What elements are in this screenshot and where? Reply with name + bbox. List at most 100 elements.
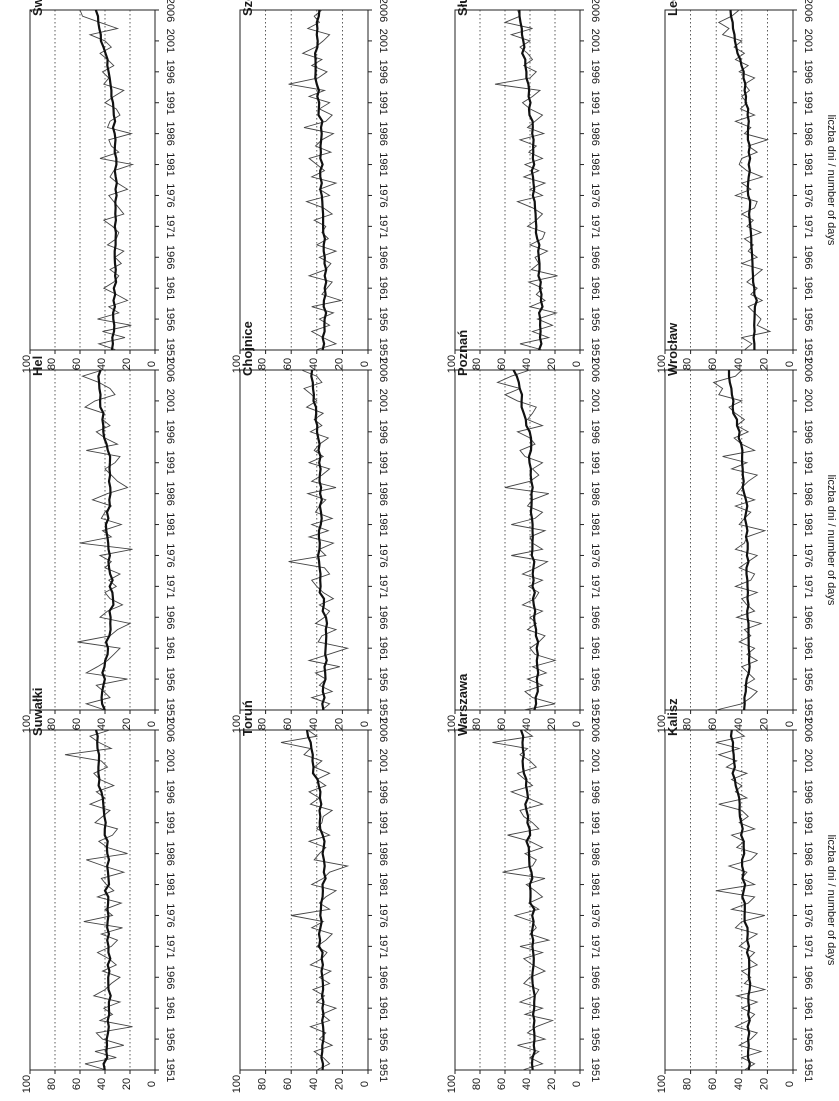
y-tick-label: 60: [496, 1078, 508, 1090]
x-tick-label: 1991: [377, 810, 389, 834]
plot-frame: [239, 369, 369, 711]
x-tick-label: 1976: [164, 183, 176, 207]
x-tick-label: 1961: [164, 636, 176, 660]
x-tick-label: 1961: [589, 996, 601, 1020]
x-tick-label: 1976: [802, 903, 814, 927]
station-label: Poznań: [455, 330, 470, 376]
x-tick-label: 1961: [802, 276, 814, 300]
x-tick-label: 1971: [377, 574, 389, 598]
x-tick-label: 1986: [164, 481, 176, 505]
x-tick-label: 1976: [802, 183, 814, 207]
x-tick-label: 1971: [802, 574, 814, 598]
y-tick-label: 80: [257, 718, 269, 730]
x-tick-label: 2006: [164, 358, 176, 382]
y-tick-label: 20: [546, 718, 558, 730]
x-tick-label: 1956: [164, 307, 176, 331]
y-axis-title: liczba dni / number of days: [825, 475, 837, 606]
x-tick-label: 1971: [589, 934, 601, 958]
y-tick-label: 100: [231, 355, 243, 373]
annual-series-line: [716, 729, 767, 1071]
y-tick-label: 40: [521, 358, 533, 370]
x-tick-label: 1971: [164, 934, 176, 958]
x-tick-label: 1991: [377, 450, 389, 474]
smoothed-series-line: [310, 369, 329, 711]
panel-6: 0 20 40 60 80 100 1951 1956 1961 1966 1971 1976 1981…: [446, 0, 601, 373]
x-tick-label: 1976: [802, 543, 814, 567]
x-tick-label: 1956: [802, 307, 814, 331]
x-tick-label: 1996: [802, 60, 814, 84]
y-tick-label: 40: [308, 1078, 320, 1090]
x-tick-label: 1966: [164, 605, 176, 629]
y-tick-label: 20: [758, 358, 770, 370]
smoothed-series-line: [512, 369, 540, 711]
x-tick-label: 1966: [164, 965, 176, 989]
x-tick-label: 1956: [589, 1027, 601, 1051]
y-tick-label: 40: [308, 718, 320, 730]
plot-frame: [664, 9, 794, 351]
x-tick-label: 1971: [589, 214, 601, 238]
x-tick-label: 1966: [589, 605, 601, 629]
y-tick-label: 80: [471, 718, 483, 730]
x-tick-label: 1956: [164, 1027, 176, 1051]
y-tick-label: 100: [656, 1075, 668, 1093]
smoothed-series-line: [729, 9, 758, 350]
y-tick-label: 20: [758, 718, 770, 730]
x-tick-label: 1961: [589, 636, 601, 660]
x-tick-label: 1986: [802, 481, 814, 505]
station-label: Kalisz: [665, 698, 680, 736]
annual-series-line: [492, 729, 555, 1071]
x-tick-label: 2001: [164, 389, 176, 413]
x-tick-label: 1951: [802, 338, 814, 362]
y-tick-label: 0: [571, 361, 583, 367]
smoothed-series-line: [305, 729, 327, 1071]
annual-series-line: [288, 369, 350, 711]
x-tick-label: 1971: [164, 214, 176, 238]
x-tick-label: 1986: [377, 481, 389, 505]
annual-series-line: [717, 9, 772, 351]
x-tick-label: 2001: [589, 749, 601, 773]
x-tick-label: 1996: [164, 420, 176, 444]
x-tick-label: 1981: [589, 512, 601, 536]
y-tick-label: 100: [21, 715, 33, 733]
x-tick-label: 1986: [377, 841, 389, 865]
x-tick-label: 1961: [377, 636, 389, 660]
x-tick-label: 1981: [164, 872, 176, 896]
station-label: Świnoujście: [30, 0, 45, 16]
x-tick-label: 2001: [377, 29, 389, 53]
y-tick-label: 60: [282, 1078, 294, 1090]
x-tick-label: 2001: [164, 749, 176, 773]
panel-4: 0 20 40 60 80 100 1951 1956 1961 1966 1971 1976 1981…: [231, 321, 389, 733]
x-tick-label: 1951: [589, 698, 601, 722]
y-tick-label: 80: [471, 1078, 483, 1090]
y-tick-label: 60: [496, 718, 508, 730]
y-tick-label: 60: [282, 358, 294, 370]
y-tick-label: 20: [333, 1078, 345, 1090]
x-tick-label: 2006: [589, 718, 601, 742]
y-tick-label: 0: [571, 1081, 583, 1087]
station-label: Legnica: [665, 0, 680, 16]
y-tick-label: 20: [121, 718, 133, 730]
x-tick-label: 1996: [377, 780, 389, 804]
y-tick-label: 0: [359, 721, 371, 727]
plot-frame: [454, 729, 581, 1071]
y-tick-label: 80: [46, 1078, 58, 1090]
y-tick-label: 20: [121, 1078, 133, 1090]
x-tick-label: 1961: [589, 276, 601, 300]
x-tick-label: 1951: [802, 698, 814, 722]
x-tick-label: 2006: [802, 718, 814, 742]
y-tick-label: 0: [359, 1081, 371, 1087]
x-tick-label: 1956: [802, 667, 814, 691]
x-tick-label: 1961: [377, 996, 389, 1020]
y-tick-label: 80: [46, 718, 58, 730]
y-tick-label: 40: [96, 358, 108, 370]
smoothed-series-line: [519, 729, 536, 1071]
x-tick-label: 2006: [377, 358, 389, 382]
panel-9: 0 20 40 60 80 100 1951 1956 1961 1966 1971 1976 1981…: [656, 0, 814, 373]
x-tick-label: 1971: [802, 214, 814, 238]
y-tick-label: 100: [446, 1075, 458, 1093]
panel-11: 0 20 40 60 80 100 1951 1956 1961 1966 1971 1976 1981…: [656, 698, 814, 1093]
y-tick-label: 20: [546, 1078, 558, 1090]
station-label: Słubice: [455, 0, 470, 16]
y-tick-label: 40: [733, 718, 745, 730]
x-tick-label: 1981: [802, 872, 814, 896]
